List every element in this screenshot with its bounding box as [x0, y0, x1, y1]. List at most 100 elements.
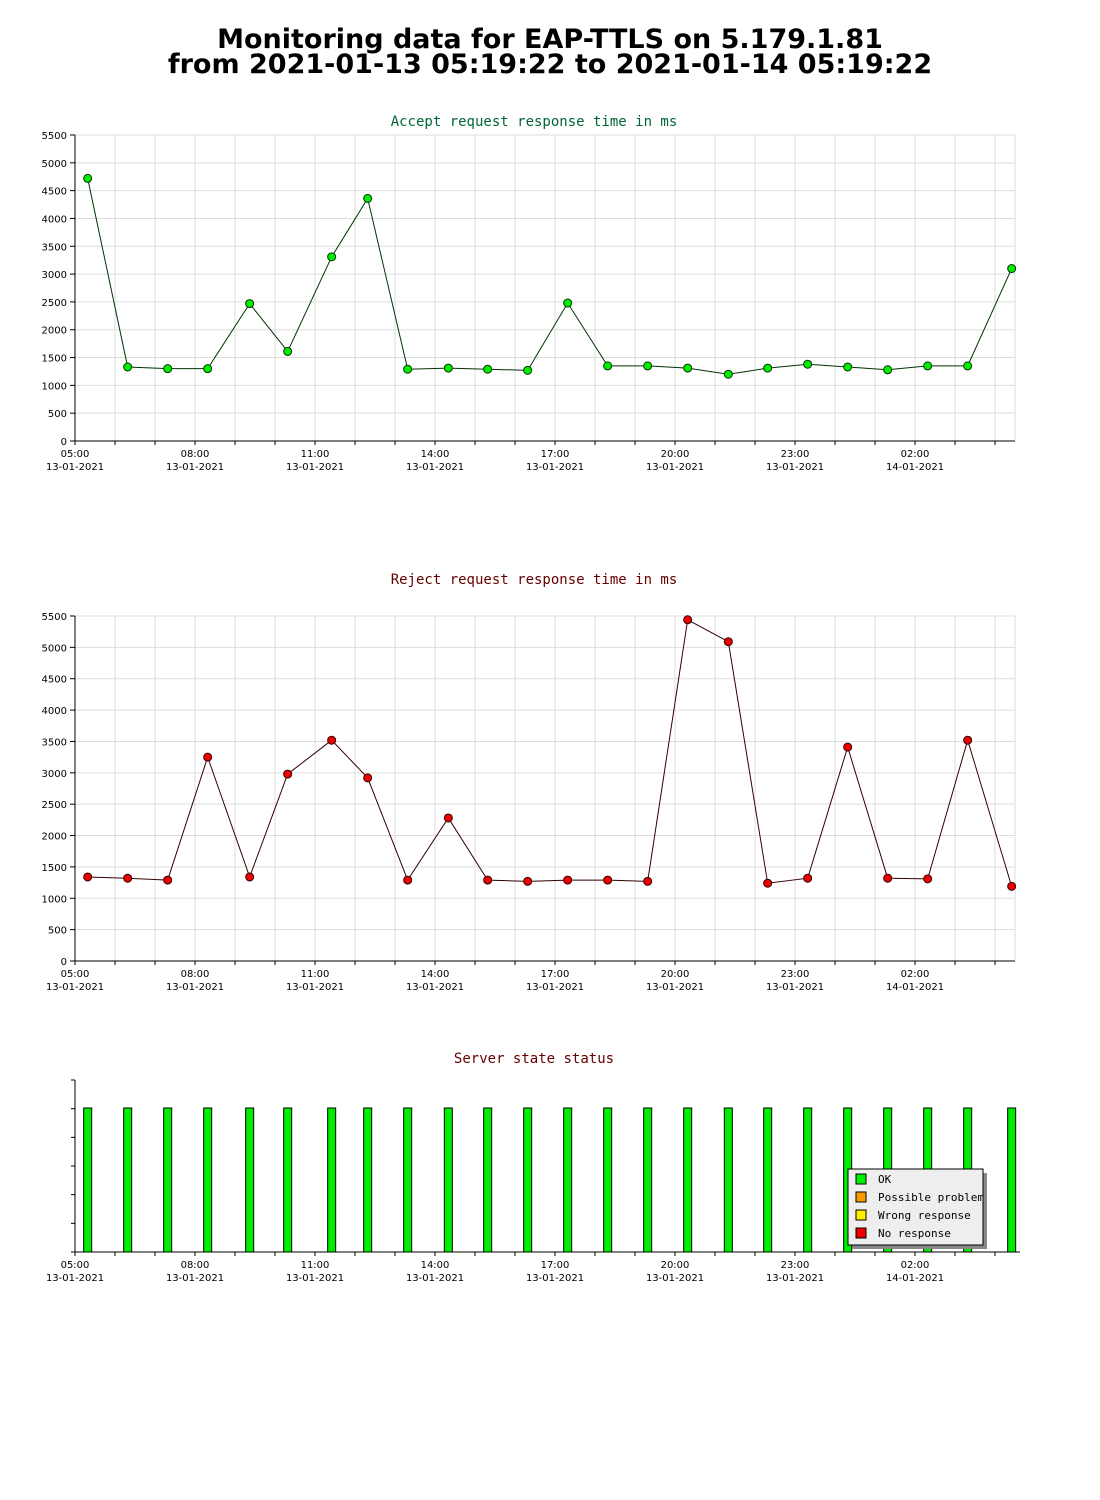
legend-label: Wrong response	[878, 1209, 971, 1222]
status-bar	[403, 1107, 413, 1253]
x-tick-time: 11:00	[301, 1260, 330, 1271]
legend-swatch	[855, 1173, 867, 1185]
x-tick-time: 17:00	[541, 1260, 570, 1271]
chart-title: Reject request response time in ms	[391, 572, 678, 588]
legend-label: Possible problem	[878, 1191, 984, 1204]
data-point	[723, 369, 733, 379]
y-tick-label: 1500	[42, 354, 67, 365]
chart-title: Accept request response time in ms	[391, 114, 678, 130]
data-point	[403, 364, 413, 374]
x-tick-date: 13-01-2021	[286, 462, 344, 473]
data-point	[563, 298, 573, 308]
data-point	[163, 875, 173, 885]
data-point	[1007, 881, 1017, 891]
x-tick-time: 02:00	[901, 1260, 930, 1271]
data-point	[363, 193, 373, 203]
y-tick-label: 0	[61, 957, 67, 968]
x-tick-date: 13-01-2021	[46, 982, 104, 993]
chart-title: Server state status	[454, 1051, 614, 1067]
page-title-line-2: from 2021-01-13 05:19:22 to 2021-01-14 0…	[167, 49, 933, 80]
x-tick-time: 02:00	[901, 449, 930, 460]
x-tick-time: 11:00	[301, 969, 330, 980]
data-point	[723, 637, 733, 647]
status-bar	[163, 1107, 173, 1253]
legend-swatch	[855, 1209, 867, 1221]
accept-chart: Accept request response time in ms 0 500 10…	[42, 114, 1017, 473]
status-bar	[83, 1107, 93, 1253]
x-tick-date: 13-01-2021	[286, 1273, 344, 1284]
legend-label: No response	[878, 1227, 951, 1240]
x-tick-time: 17:00	[541, 969, 570, 980]
x-tick-date: 13-01-2021	[766, 982, 824, 993]
data-point	[923, 874, 933, 884]
status-bar	[443, 1107, 453, 1253]
x-tick-time: 23:00	[781, 449, 810, 460]
x-tick-date: 13-01-2021	[166, 462, 224, 473]
data-point	[643, 361, 653, 371]
y-tick-label: 1000	[42, 381, 67, 392]
x-tick-date: 13-01-2021	[46, 462, 104, 473]
series-line	[87, 178, 1013, 375]
data-point	[203, 364, 213, 374]
x-tick-date: 13-01-2021	[286, 982, 344, 993]
status-bar	[283, 1107, 293, 1253]
data-point	[603, 875, 613, 885]
x-tick-date: 14-01-2021	[886, 462, 944, 473]
data-point	[403, 875, 413, 885]
data-point	[963, 361, 973, 371]
x-tick-time: 02:00	[901, 969, 930, 980]
x-tick-time: 14:00	[421, 449, 450, 460]
y-tick-label: 2000	[42, 832, 67, 843]
data-point	[923, 361, 933, 371]
data-point	[83, 872, 93, 882]
y-tick-label: 500	[48, 409, 67, 420]
x-tick-date: 13-01-2021	[46, 1273, 104, 1284]
status-bar	[603, 1107, 613, 1253]
data-point	[603, 361, 613, 371]
y-tick-label: 2000	[42, 326, 67, 337]
data-point	[883, 873, 893, 883]
y-tick-label: 1000	[42, 894, 67, 905]
x-tick-time: 08:00	[181, 969, 210, 980]
legend: OK Possible problem Wrong response No respo…	[847, 1168, 987, 1249]
data-point	[483, 364, 493, 374]
reject-chart: Reject request response time in ms 0 500 10…	[42, 572, 1017, 993]
y-tick-label: 500	[48, 926, 67, 937]
status-bar	[643, 1107, 653, 1253]
x-tick-time: 08:00	[181, 449, 210, 460]
data-point	[163, 364, 173, 374]
status-bar	[123, 1107, 133, 1253]
x-tick-date: 13-01-2021	[406, 982, 464, 993]
x-tick-time: 14:00	[421, 969, 450, 980]
data-point	[245, 872, 255, 882]
data-point	[327, 735, 337, 745]
x-tick-date: 13-01-2021	[766, 462, 824, 473]
y-tick-label: 3500	[42, 737, 67, 748]
status-bar	[203, 1107, 213, 1253]
x-tick-date: 14-01-2021	[886, 1273, 944, 1284]
data-point	[523, 876, 533, 886]
x-tick-time: 17:00	[541, 449, 570, 460]
status-bar	[245, 1107, 255, 1253]
data-point	[763, 878, 773, 888]
y-tick-label: 2500	[42, 298, 67, 309]
y-tick-label: 4000	[42, 706, 67, 717]
x-tick-time: 23:00	[781, 1260, 810, 1271]
y-tick-label: 4000	[42, 214, 67, 225]
data-point	[363, 773, 373, 783]
legend-swatch	[855, 1227, 867, 1239]
x-tick-date: 13-01-2021	[646, 982, 704, 993]
x-tick-date: 13-01-2021	[766, 1273, 824, 1284]
status-chart: Server state status 05:00 13-01-2021 08:00 1…	[46, 1051, 1020, 1284]
y-tick-label: 2500	[42, 800, 67, 811]
x-tick-time: 05:00	[61, 1260, 90, 1271]
y-tick-label: 3500	[42, 242, 67, 253]
x-tick-time: 05:00	[61, 969, 90, 980]
x-tick-date: 13-01-2021	[526, 462, 584, 473]
x-tick-date: 13-01-2021	[646, 462, 704, 473]
x-tick-time: 23:00	[781, 969, 810, 980]
legend-swatch	[855, 1191, 867, 1203]
data-point	[563, 875, 573, 885]
x-tick-date: 13-01-2021	[646, 1273, 704, 1284]
status-bar	[327, 1107, 337, 1253]
